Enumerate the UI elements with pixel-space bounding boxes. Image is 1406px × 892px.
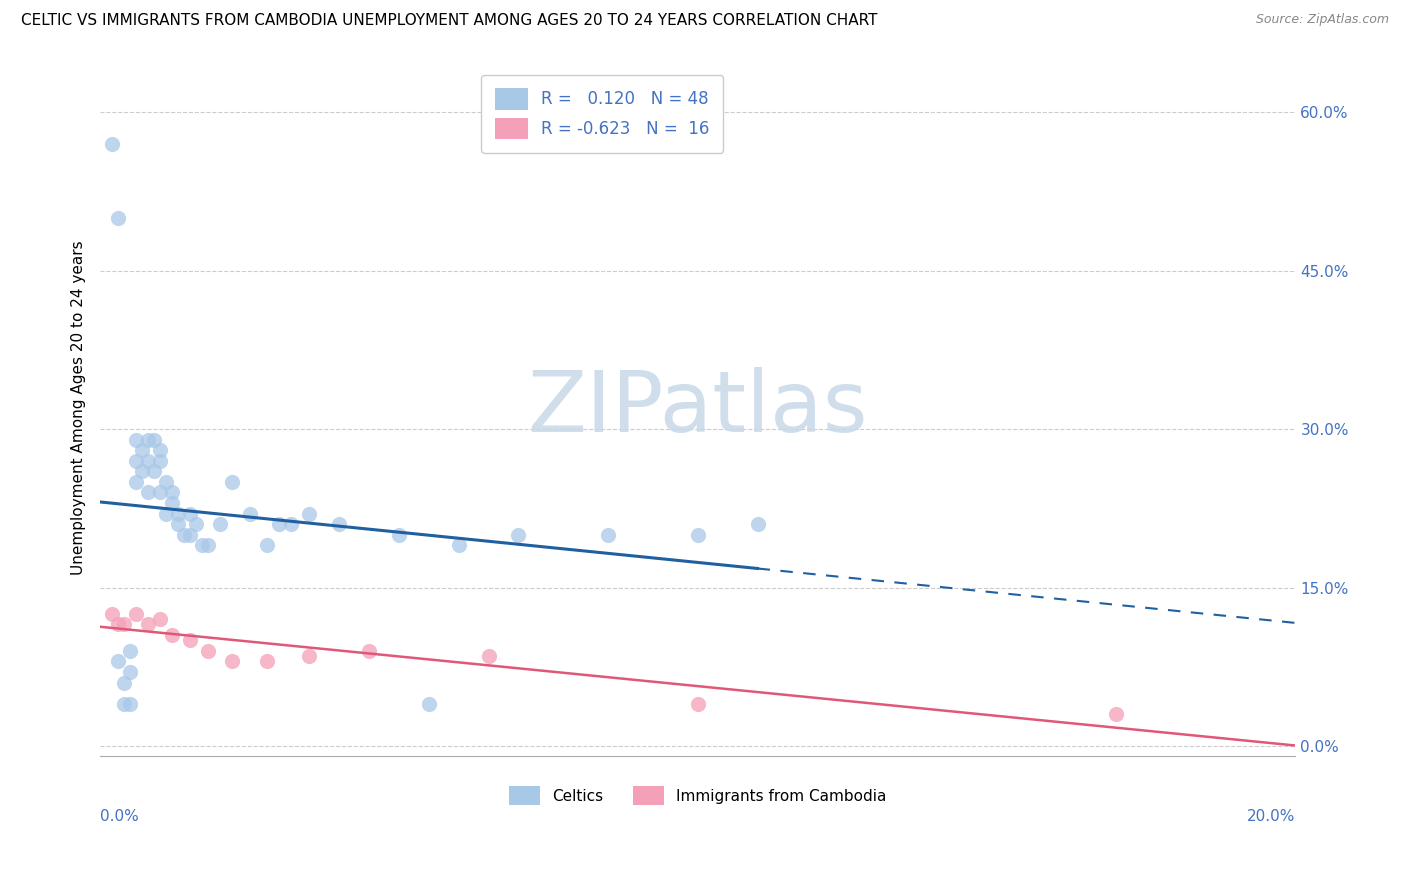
Point [598, 527, 620, 541]
Point [101, 607, 124, 621]
Point [686, 697, 709, 711]
Point [155, 475, 177, 489]
Point [190, 538, 212, 552]
Point [447, 538, 470, 552]
Point [197, 538, 219, 552]
Point [160, 485, 183, 500]
Legend: Celtics, Immigrants from Cambodia: Celtics, Immigrants from Cambodia [503, 780, 893, 812]
Text: ZIPatlas: ZIPatlas [527, 367, 868, 450]
Point [149, 443, 172, 458]
Y-axis label: Unemployment Among Ages 20 to 24 years: Unemployment Among Ages 20 to 24 years [72, 241, 86, 575]
Point [179, 507, 201, 521]
Text: Source: ZipAtlas.com: Source: ZipAtlas.com [1256, 13, 1389, 27]
Point [112, 617, 135, 632]
Point [149, 485, 172, 500]
Point [125, 454, 148, 468]
Point [238, 507, 260, 521]
Point [208, 517, 231, 532]
Point [149, 454, 172, 468]
Point [179, 633, 201, 648]
Point [197, 644, 219, 658]
Text: 20.0%: 20.0% [1247, 809, 1295, 824]
Point [125, 475, 148, 489]
Point [118, 644, 141, 658]
Point [184, 517, 207, 532]
Point [125, 433, 148, 447]
Point [359, 644, 381, 658]
Point [298, 507, 321, 521]
Point [118, 697, 141, 711]
Point [328, 517, 350, 532]
Point [136, 454, 159, 468]
Point [118, 665, 141, 679]
Point [221, 655, 243, 669]
Point [107, 617, 129, 632]
Point [136, 485, 159, 500]
Point [221, 475, 243, 489]
Point [747, 517, 769, 532]
Point [686, 527, 709, 541]
Point [107, 211, 129, 225]
Point [256, 655, 278, 669]
Point [160, 496, 183, 510]
Point [508, 527, 530, 541]
Point [179, 527, 201, 541]
Point [166, 517, 188, 532]
Point [155, 507, 177, 521]
Point [280, 517, 302, 532]
Point [142, 433, 165, 447]
Point [142, 464, 165, 478]
Point [125, 607, 148, 621]
Point [112, 697, 135, 711]
Point [388, 527, 411, 541]
Point [112, 675, 135, 690]
Point [101, 137, 124, 152]
Point [131, 464, 153, 478]
Point [149, 612, 172, 626]
Text: CELTIC VS IMMIGRANTS FROM CAMBODIA UNEMPLOYMENT AMONG AGES 20 TO 24 YEARS CORREL: CELTIC VS IMMIGRANTS FROM CAMBODIA UNEMP… [21, 13, 877, 29]
Point [136, 617, 159, 632]
Point [166, 507, 188, 521]
Point [131, 443, 153, 458]
Point [478, 649, 501, 664]
Point [160, 628, 183, 642]
Point [107, 655, 129, 669]
Point [136, 433, 159, 447]
Point [173, 527, 195, 541]
Point [256, 538, 278, 552]
Text: 0.0%: 0.0% [100, 809, 139, 824]
Point [1105, 707, 1128, 722]
Point [298, 649, 321, 664]
Point [418, 697, 440, 711]
Point [269, 517, 291, 532]
